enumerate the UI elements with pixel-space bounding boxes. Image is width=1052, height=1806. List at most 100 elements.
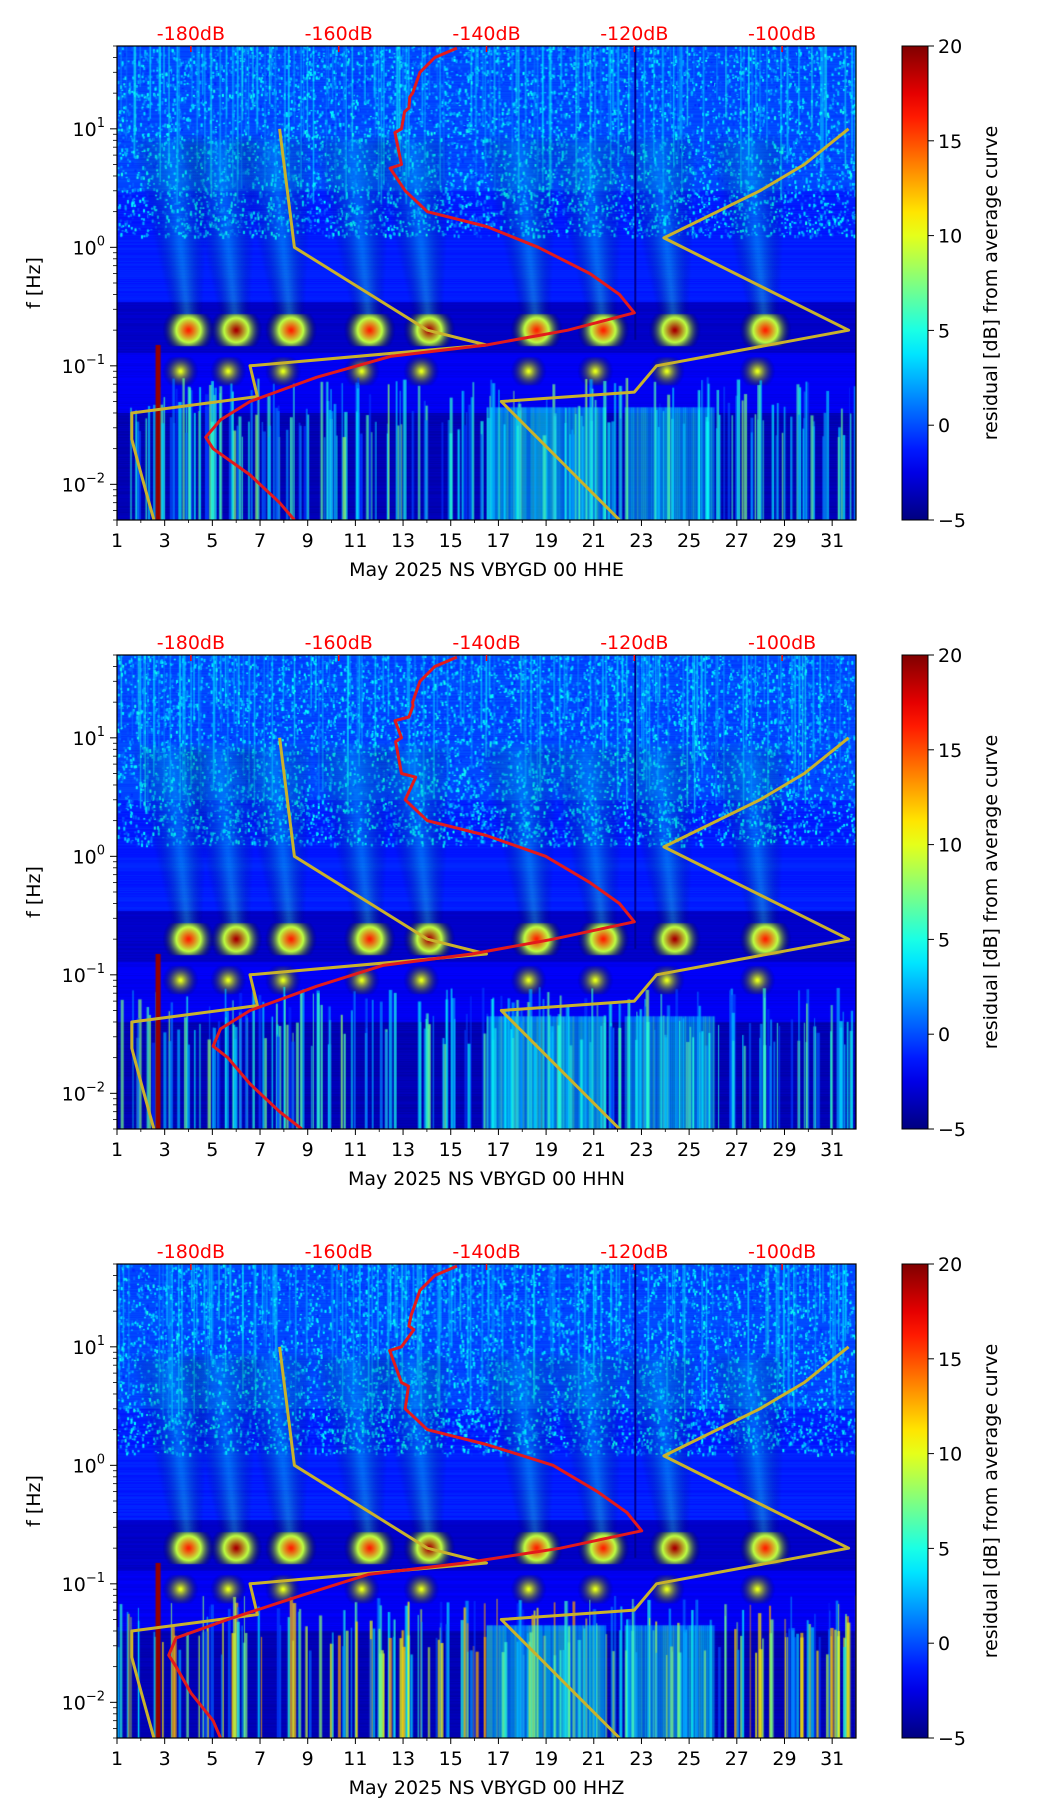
db-tick-label: -100dB — [748, 23, 816, 45]
y-tick-base: 10 — [73, 1337, 97, 1359]
x-tick-label: 19 — [534, 1748, 558, 1770]
colorbar-tick-label: 15 — [938, 131, 962, 153]
db-tick-label: -120dB — [600, 1241, 668, 1263]
colorbar — [901, 654, 929, 1130]
y-tick-base: 10 — [73, 846, 97, 868]
y-axis-title: f [Hz] — [23, 1475, 45, 1527]
colorbar-tick-label: 5 — [938, 929, 950, 951]
colorbar-tick-label: 0 — [938, 415, 950, 437]
x-tick-label: 11 — [343, 530, 367, 552]
y-tick-label: 10−1 — [62, 962, 105, 987]
y-tick-exp: 1 — [97, 1334, 105, 1349]
x-tick-label: 5 — [206, 530, 218, 552]
colorbar-tick-label: 10 — [938, 835, 962, 857]
x-tick-label: 25 — [677, 1748, 701, 1770]
x-tick-label: 17 — [486, 530, 510, 552]
y-tick-base: 10 — [62, 1692, 86, 1714]
colorbar — [901, 1263, 929, 1739]
y-tick-label: 10−2 — [62, 1080, 105, 1105]
x-tick-label: 27 — [725, 1139, 749, 1161]
colorbar-tick-label: 15 — [938, 740, 962, 762]
nlnm-curve — [130, 128, 488, 520]
x-tick-label: 27 — [725, 530, 749, 552]
y-tick-exp: 0 — [97, 234, 105, 249]
x-tick-label: 15 — [439, 1748, 463, 1770]
colorbar-tick-label: 20 — [938, 36, 962, 58]
db-tick-label: -120dB — [600, 23, 668, 45]
x-axis-title: May 2025 NS VBYGD 00 HHE — [349, 559, 624, 581]
x-tick-label: 31 — [820, 1748, 844, 1770]
y-tick-label: 101 — [73, 725, 105, 750]
spectrogram-image — [117, 1264, 856, 1738]
x-axis-title: May 2025 NS VBYGD 00 HHN — [348, 1168, 625, 1190]
x-tick-label: 11 — [343, 1748, 367, 1770]
x-tick-label: 29 — [772, 1748, 796, 1770]
db-tick-label: -160dB — [305, 632, 373, 654]
x-tick-label: 5 — [206, 1139, 218, 1161]
x-tick-label: 5 — [206, 1748, 218, 1770]
x-tick-label: 13 — [391, 1748, 415, 1770]
x-tick-label: 23 — [629, 530, 653, 552]
x-tick-label: 29 — [772, 530, 796, 552]
colorbar-title: residual [dB] from average curve — [980, 735, 1002, 1050]
curves — [130, 655, 851, 1129]
y-tick-exp: −2 — [86, 1080, 105, 1095]
y-tick-label: 100 — [73, 843, 105, 868]
y-tick-exp: 0 — [97, 1452, 105, 1467]
y-tick-base: 10 — [62, 965, 86, 987]
x-tick-label: 1 — [111, 1748, 123, 1770]
db-tick-label: -140dB — [452, 1241, 520, 1263]
x-tick-label: 23 — [629, 1139, 653, 1161]
y-tick-exp: 1 — [97, 116, 105, 131]
y-tick-label: 10−1 — [62, 353, 105, 378]
x-tick-label: 3 — [159, 530, 171, 552]
x-tick-label: 9 — [302, 530, 314, 552]
db-tick-label: -120dB — [600, 632, 668, 654]
colorbar-tick-label: 5 — [938, 1538, 950, 1560]
y-tick-base: 10 — [73, 119, 97, 141]
y-tick-base: 10 — [73, 237, 97, 259]
y-tick-label: 10−1 — [62, 1571, 105, 1596]
spectrogram-image — [117, 655, 856, 1129]
colorbar-tick-label: −5 — [938, 1119, 966, 1141]
x-tick-label: 15 — [439, 530, 463, 552]
y-tick-base: 10 — [62, 356, 86, 378]
colorbar-tick-label: −5 — [938, 1728, 966, 1750]
colorbar-tick-label: 20 — [938, 645, 962, 667]
colorbar-tick-label: 5 — [938, 320, 950, 342]
x-tick-label: 17 — [486, 1748, 510, 1770]
x-tick-label: 29 — [772, 1139, 796, 1161]
x-axis-title: May 2025 NS VBYGD 00 HHZ — [349, 1777, 625, 1799]
colorbar-tick-label: 15 — [938, 1349, 962, 1371]
y-tick-label: 101 — [73, 1334, 105, 1359]
y-tick-base: 10 — [62, 474, 86, 496]
curves — [130, 1264, 851, 1738]
colorbar-tick-label: −5 — [938, 510, 966, 532]
db-tick-label: -160dB — [305, 23, 373, 45]
x-tick-label: 3 — [159, 1748, 171, 1770]
x-tick-label: 25 — [677, 1139, 701, 1161]
colorbar-tick-label: 20 — [938, 1254, 962, 1276]
y-tick-base: 10 — [62, 1083, 86, 1105]
mean-curve — [211, 655, 636, 1129]
colorbar-tick-label: 10 — [938, 226, 962, 248]
y-tick-exp: −1 — [86, 962, 105, 977]
x-tick-label: 31 — [820, 530, 844, 552]
db-tick-label: -180dB — [157, 632, 225, 654]
curves — [130, 46, 851, 520]
spectrogram-image — [117, 46, 856, 520]
x-tick-label: 31 — [820, 1139, 844, 1161]
x-tick-label: 7 — [254, 1139, 266, 1161]
mean-curve — [204, 46, 636, 520]
colorbar-tick-label: 0 — [938, 1633, 950, 1655]
x-tick-label: 13 — [391, 1139, 415, 1161]
x-tick-label: 7 — [254, 1748, 266, 1770]
y-tick-label: 100 — [73, 1452, 105, 1477]
db-tick-label: -140dB — [452, 632, 520, 654]
x-tick-label: 19 — [534, 1139, 558, 1161]
colorbar-title: residual [dB] from average curve — [980, 126, 1002, 441]
nlnm-curve — [130, 737, 488, 1129]
x-tick-label: 3 — [159, 1139, 171, 1161]
